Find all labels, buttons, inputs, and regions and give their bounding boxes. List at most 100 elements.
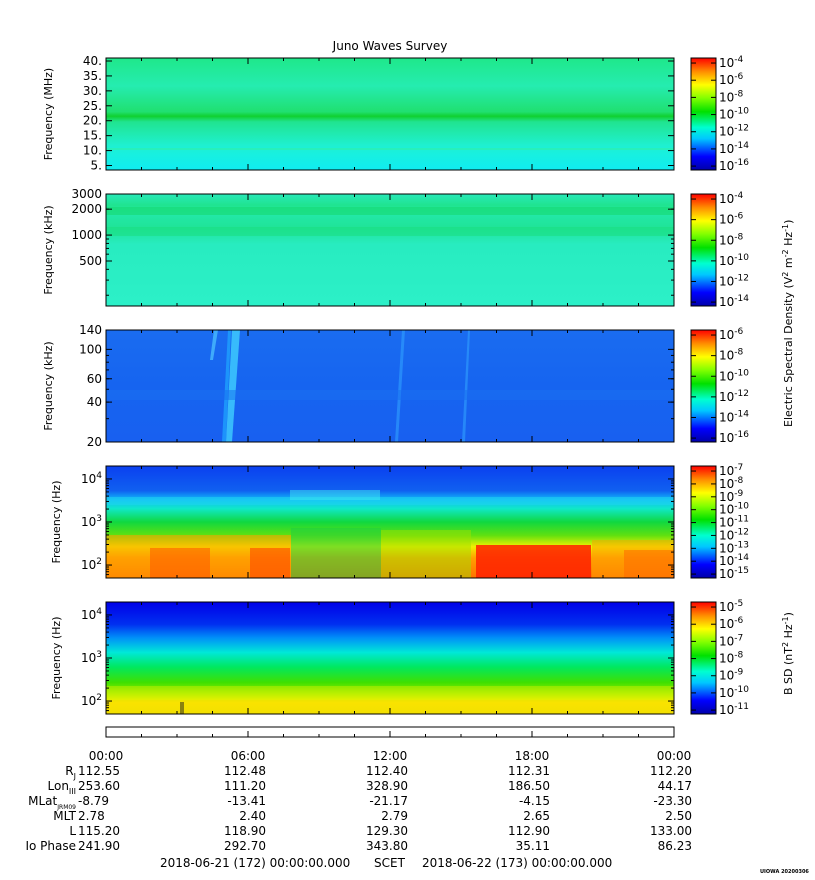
ephemeris-value: 111.20 — [224, 779, 266, 793]
ephemeris-value: 2.40 — [239, 809, 266, 823]
colorbar-tick-label: 10-10 — [719, 368, 749, 383]
footer-start-time: 2018-06-21 (172) 00:00:00.000 — [160, 856, 350, 870]
ephemeris-label: MLT — [53, 809, 76, 823]
ephemeris-value: 241.90 — [78, 839, 120, 853]
panel-3-image — [106, 330, 674, 442]
y-axis-label: Frequency (kHz) — [42, 205, 55, 294]
ephemeris-value: 35.11 — [516, 839, 550, 853]
colorbar-tick-label: 10-10 — [719, 685, 749, 700]
colorbar-tick-label: 10-7 — [719, 633, 743, 648]
colorbar-tick-label: 10-10 — [719, 502, 749, 517]
ephemeris-value: 112.55 — [78, 764, 120, 778]
ephemeris-value: 253.60 — [78, 779, 120, 793]
colorbar-tick-label: 10-14 — [719, 294, 749, 309]
ephemeris-value: 292.70 — [224, 839, 266, 853]
y-tick-label: 103 — [81, 650, 102, 665]
time-axis: 00:00 06:00 12:00 18:00 00:00 — [89, 726, 691, 763]
colorbar-2: 10-14 10-12 10-10 10-8 10-6 10-4 — [690, 191, 749, 309]
colorbar-tick-label: 10-12 — [719, 389, 749, 404]
ephemeris-value: 115.20 — [78, 824, 120, 838]
y-axis-label: Frequency (MHz) — [42, 68, 55, 160]
ephemeris-value: 186.50 — [508, 779, 550, 793]
ephemeris-value: 2.78 — [78, 809, 105, 823]
b-field-colorbar-title: B SD (nT2 Hz-1) — [781, 612, 795, 695]
ephemeris-value: -21.17 — [369, 794, 408, 808]
colorbar-tick-label: 10-8 — [719, 476, 744, 491]
y-tick-label: 500 — [79, 254, 102, 268]
time-tick-label: 00:00 — [89, 749, 124, 763]
y-axis-label: Frequency (Hz) — [50, 617, 63, 700]
colorbar-tick-label: 10-14 — [719, 409, 749, 424]
chart-title: Juno Waves Survey — [332, 39, 448, 53]
ephemeris-value: -13.41 — [227, 794, 266, 808]
ephemeris-value: 129.30 — [366, 824, 408, 838]
e-field-colorbar-title: Electric Spectral Density (V2 m-2 Hz-1) — [781, 220, 795, 427]
colorbar-tick-label: 10-14 — [719, 141, 749, 156]
footer-stamp: UIOWA 20200306 — [760, 869, 809, 875]
ephemeris-value: 112.90 — [508, 824, 550, 838]
y-tick-label: 104 — [81, 607, 102, 622]
colorbar-3: 10-16 10-14 10-12 10-10 10-8 10-6 — [690, 327, 749, 445]
ephemeris-value: 328.90 — [366, 779, 408, 793]
ephemeris-label: MLatJRM09 — [28, 794, 76, 811]
panel-5: 102 103 104 Frequency (Hz) — [50, 601, 675, 715]
time-tick-label: 12:00 — [373, 749, 408, 763]
ephemeris-value: 2.65 — [523, 809, 550, 823]
colorbar-tick-label: 10-12 — [719, 273, 749, 288]
y-tick-label: 103 — [81, 514, 102, 529]
colorbar-1: 10-16 10-14 10-12 10-10 10-8 10-6 10-4 — [690, 55, 749, 173]
y-tick-label: 1000 — [71, 228, 102, 242]
colorbar-tick-label: 10-10 — [719, 107, 749, 122]
ephemeris-value: 112.48 — [224, 764, 266, 778]
ephemeris-value: 112.20 — [650, 764, 692, 778]
colorbar-tick-label: 10-13 — [719, 540, 749, 555]
colorbar-scale — [690, 465, 717, 579]
colorbar-tick-label: 10-9 — [719, 668, 744, 683]
panel-2-image — [106, 194, 674, 306]
colorbar-tick-label: 10-7 — [719, 463, 743, 478]
panel-3: 20 40 60 100 140 Frequency (kHz) — [42, 323, 675, 449]
colorbar-tick-label: 10-5 — [719, 599, 743, 614]
panel-1-image — [106, 58, 674, 170]
ephemeris-value: 44.17 — [658, 779, 692, 793]
y-tick-label: 3000 — [71, 187, 102, 201]
y-axis-label: Frequency (kHz) — [42, 341, 55, 430]
ephemeris-value: -8.79 — [78, 794, 109, 808]
ephemeris-value: 2.79 — [381, 809, 408, 823]
colorbar-tick-label: 10-16 — [719, 430, 749, 445]
panel-5-image — [106, 602, 674, 714]
colorbar-scale — [690, 329, 717, 443]
colorbar-scale — [690, 193, 717, 307]
y-tick-label: 2000 — [71, 202, 102, 216]
panel-4-image — [106, 466, 674, 578]
colorbar-5: 10-11 10-10 10-9 10-8 10-7 10-6 10-5 — [690, 599, 749, 717]
y-tick-label: 140 — [79, 323, 102, 337]
colorbar-tick-label: 10-10 — [719, 253, 749, 268]
colorbar-scale — [690, 601, 717, 715]
ephemeris-value: 2.50 — [665, 809, 692, 823]
time-tick-label: 18:00 — [515, 749, 550, 763]
y-tick-label: 5. — [91, 159, 102, 173]
colorbar-scale — [690, 57, 717, 171]
y-tick-label: 40 — [87, 395, 102, 409]
ephemeris-label: LonIII — [48, 779, 77, 796]
ephemeris-value: 112.40 — [366, 764, 408, 778]
y-tick-label: 20. — [83, 114, 102, 128]
colorbar-tick-label: 10-6 — [719, 72, 744, 87]
y-tick-label: 60 — [87, 372, 102, 386]
y-tick-label: 15. — [83, 129, 102, 143]
ephemeris-value: 133.00 — [650, 824, 692, 838]
y-tick-label: 104 — [81, 471, 102, 486]
footer-scet: SCET — [374, 856, 406, 870]
ephemeris-value: 86.23 — [658, 839, 692, 853]
ephemeris-value: 112.31 — [508, 764, 550, 778]
time-tick-label: 06:00 — [231, 749, 266, 763]
colorbar-tick-label: 10-12 — [719, 527, 749, 542]
panel-axes: 5.10.15.20.25.30.35.40. Frequency (MHz) 50… — [42, 54, 675, 715]
ephemeris-value: 118.90 — [224, 824, 266, 838]
colorbar-tick-label: 10-9 — [719, 489, 744, 504]
colorbar-tick-label: 10-8 — [719, 232, 744, 247]
y-tick-label: 40. — [83, 54, 102, 68]
panel-4: 102 103 104 Frequency (Hz) — [50, 465, 675, 579]
colorbars: 10-1610-1410-1210-1010-810-610-410-1410-… — [690, 55, 749, 717]
